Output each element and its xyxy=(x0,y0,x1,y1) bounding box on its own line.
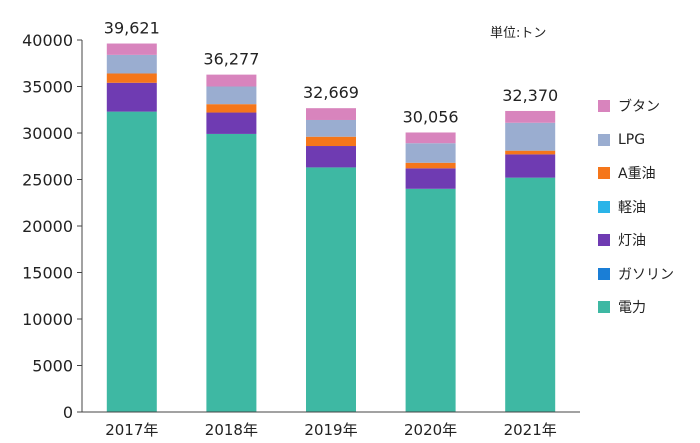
bar-segment xyxy=(206,112,257,134)
bar-segment xyxy=(405,168,456,189)
legend-label: 灯油 xyxy=(618,233,646,249)
bar-segment xyxy=(106,43,157,55)
x-tick-label: 2019年 xyxy=(304,421,357,439)
legend-swatch xyxy=(598,234,610,246)
legend-label: A重油 xyxy=(618,166,656,182)
legend-label: 電力 xyxy=(618,300,646,316)
legend-label: ガソリン xyxy=(618,266,674,283)
y-tick-label: 10000 xyxy=(22,310,73,329)
total-label: 36,277 xyxy=(203,50,259,69)
legend-swatch xyxy=(598,133,610,146)
legend-swatch xyxy=(598,167,610,179)
total-label: 32,370 xyxy=(502,86,558,105)
x-tick-label: 2020年 xyxy=(404,421,457,439)
y-tick-label: 5000 xyxy=(32,357,73,376)
x-tick-label: 2021年 xyxy=(504,421,557,439)
bar-segment xyxy=(306,167,356,412)
bar-segment xyxy=(405,162,456,169)
bars xyxy=(106,43,556,413)
bar-segment xyxy=(306,108,356,120)
bar-segment xyxy=(505,177,556,412)
bar-segment xyxy=(405,143,456,163)
bar-segment xyxy=(206,133,257,412)
legend-swatch xyxy=(598,100,610,112)
bar-segment xyxy=(405,132,456,144)
total-label: 32,669 xyxy=(303,83,359,102)
y-tick-label: 25000 xyxy=(22,171,73,190)
y-tick-label: 20000 xyxy=(22,217,73,236)
legend-item-gasoline: ガソリン xyxy=(598,260,674,288)
bar-segment xyxy=(505,154,556,178)
legend: ブタン LPG A重油 軽油 灯油 ガソリン 電力 xyxy=(598,92,674,327)
bar-segment xyxy=(106,54,157,74)
y-tick-label: 30000 xyxy=(22,124,73,143)
legend-swatch xyxy=(598,301,610,313)
bar-segment xyxy=(505,110,556,123)
legend-item-a-heavy-oil: A重油 xyxy=(598,159,674,187)
bar-segment xyxy=(106,111,157,413)
y-tick-label: 40000 xyxy=(22,31,73,50)
x-tick-label: 2017年 xyxy=(105,421,158,439)
legend-label: LPG xyxy=(618,131,646,148)
bar-segment xyxy=(306,146,356,168)
total-label: 30,056 xyxy=(403,107,459,126)
legend-item-kerosene: 灯油 xyxy=(598,226,674,254)
bar-segment xyxy=(206,86,257,105)
legend-swatch xyxy=(598,200,610,213)
legend-swatch xyxy=(598,267,610,280)
x-axis-labels: 2017年 2018年 2019年 2020年 2021年 xyxy=(105,421,557,439)
legend-item-lpg: LPG xyxy=(598,126,674,154)
bar-segment xyxy=(206,74,257,87)
y-tick-label: 15000 xyxy=(22,264,73,283)
bar-segment xyxy=(106,82,157,112)
legend-item-electricity: 電力 xyxy=(598,293,674,321)
legend-label: 軽油 xyxy=(618,199,646,216)
total-labels: 39,621 36,277 32,669 30,056 32,370 xyxy=(104,19,558,127)
legend-label: ブタン xyxy=(618,99,660,115)
bar-segment xyxy=(106,73,157,83)
unit-label: 単位:トン xyxy=(490,26,547,41)
bar-segment xyxy=(505,150,556,155)
bar-segment xyxy=(206,104,257,113)
total-label: 39,621 xyxy=(104,19,160,38)
y-tick-label: 35000 xyxy=(22,78,73,97)
bar-segment xyxy=(306,136,356,147)
x-tick-label: 2018年 xyxy=(205,421,258,439)
bar-segment xyxy=(405,188,456,412)
legend-item-butane: ブタン xyxy=(598,92,674,120)
bar-segment xyxy=(505,122,556,151)
bar-segment xyxy=(306,119,356,137)
legend-item-diesel: 軽油 xyxy=(598,193,674,221)
y-tick-label: 0 xyxy=(63,403,73,422)
y-axis-ticks: 0 5000 10000 15000 20000 25000 30000 35000 40000 xyxy=(22,31,82,422)
